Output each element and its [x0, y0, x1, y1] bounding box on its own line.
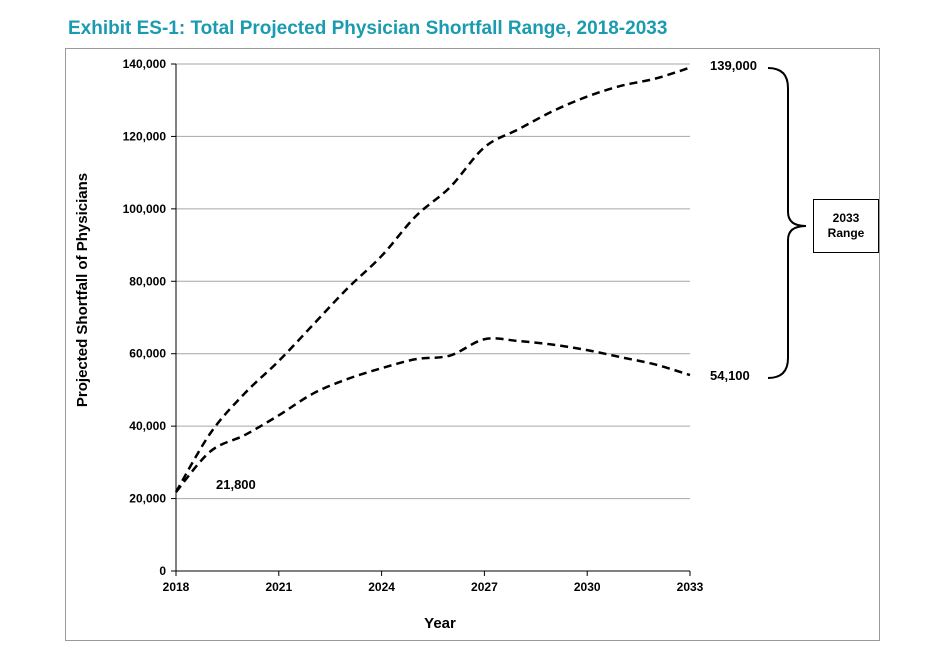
series-line-low — [175, 337, 691, 493]
high-end-value-label: 139,000 — [710, 58, 757, 73]
range-brace — [767, 67, 807, 379]
range-label-box: 2033 Range — [813, 199, 879, 253]
x-tick-label: 2030 — [574, 580, 601, 594]
y-tick-label: 20,000 — [129, 492, 166, 506]
low-end-value-label: 54,100 — [710, 368, 750, 383]
series-lines — [174, 66, 691, 493]
y-tick-labels: 0 20,000 40,000 60,000 80,000 100,000 120,000 1… — [123, 57, 167, 578]
y-tick-label: 60,000 — [129, 347, 166, 361]
x-axis-label: Year — [424, 615, 456, 632]
x-tick-label: 2021 — [265, 580, 292, 594]
y-tick-label: 40,000 — [129, 419, 166, 433]
x-tick-label: 2018 — [163, 580, 190, 594]
y-tick-label: 120,000 — [123, 129, 167, 143]
range-label-year: 2033 — [832, 211, 860, 225]
x-tick-labels: 2018 2021 2024 2027 2030 2033 — [163, 580, 704, 594]
gridlines — [176, 63, 690, 500]
y-axis-label: Projected Shortfall of Physicians — [74, 173, 91, 407]
y-tick-label: 80,000 — [129, 274, 166, 288]
y-tick-label: 140,000 — [123, 57, 167, 71]
chart-title: Exhibit ES-1: Total Projected Physician … — [68, 18, 668, 39]
x-tick-label: 2024 — [368, 580, 395, 594]
range-label-text: Range — [827, 226, 865, 240]
start-value-label: 21,800 — [216, 477, 256, 492]
y-tick-label: 100,000 — [123, 202, 167, 216]
chart-frame — [65, 48, 880, 641]
y-tick-label: 0 — [159, 564, 166, 578]
x-tick-label: 2027 — [471, 580, 498, 594]
x-tick-label: 2033 — [677, 580, 704, 594]
axes — [171, 63, 691, 576]
series-line-high — [174, 66, 691, 493]
